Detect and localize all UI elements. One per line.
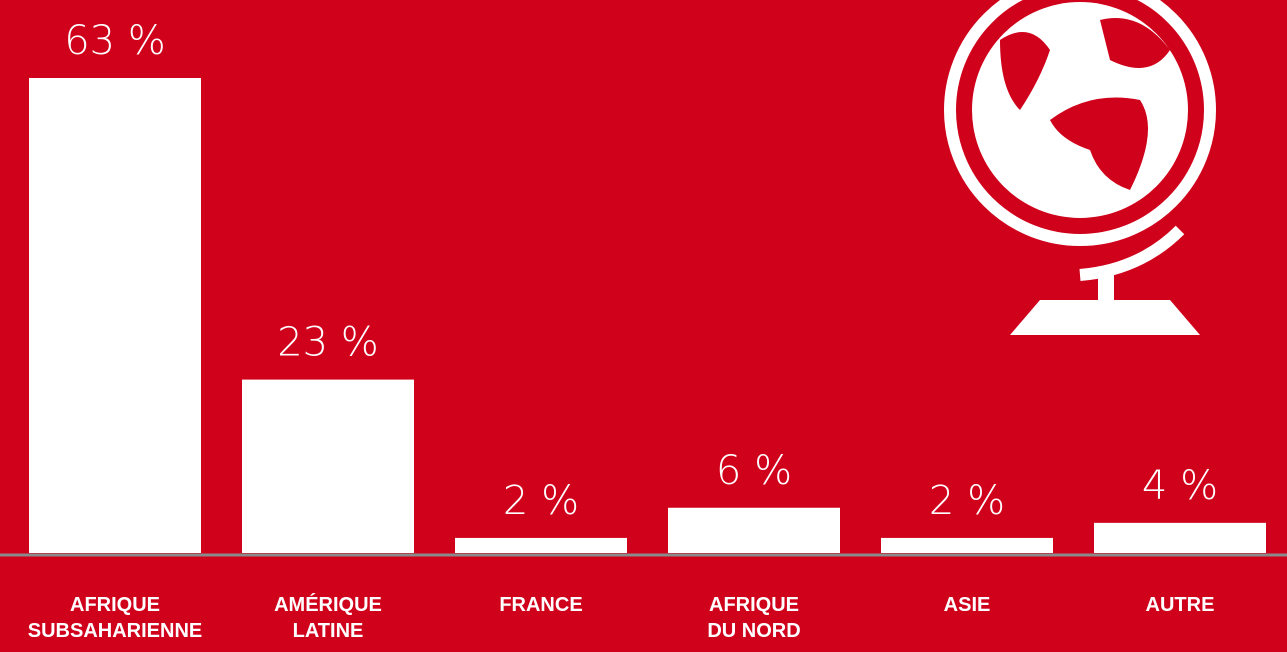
bar	[881, 537, 1053, 553]
category-label: AFRIQUE DU NORD	[707, 594, 801, 642]
bar	[668, 507, 840, 553]
value-label: 2 %	[929, 478, 1005, 524]
category-label: AFRIQUE SUBSAHARIENNE	[27, 594, 203, 642]
category-label: FRANCE	[499, 594, 583, 616]
category-label: AMÉRIQUE LATINE	[274, 594, 382, 642]
category-label: AUTRE	[1145, 594, 1215, 616]
bar	[455, 537, 627, 553]
bar	[29, 78, 201, 553]
value-label: 63 %	[64, 18, 166, 64]
value-label: 6 %	[716, 448, 792, 494]
bar	[1094, 522, 1266, 553]
value-label: 23 %	[277, 320, 379, 366]
globe-icon	[944, 0, 1216, 335]
value-label: 2 %	[503, 478, 579, 524]
value-label: 4 %	[1142, 463, 1218, 509]
category-label: ASIE	[943, 594, 991, 616]
bar	[242, 379, 414, 553]
